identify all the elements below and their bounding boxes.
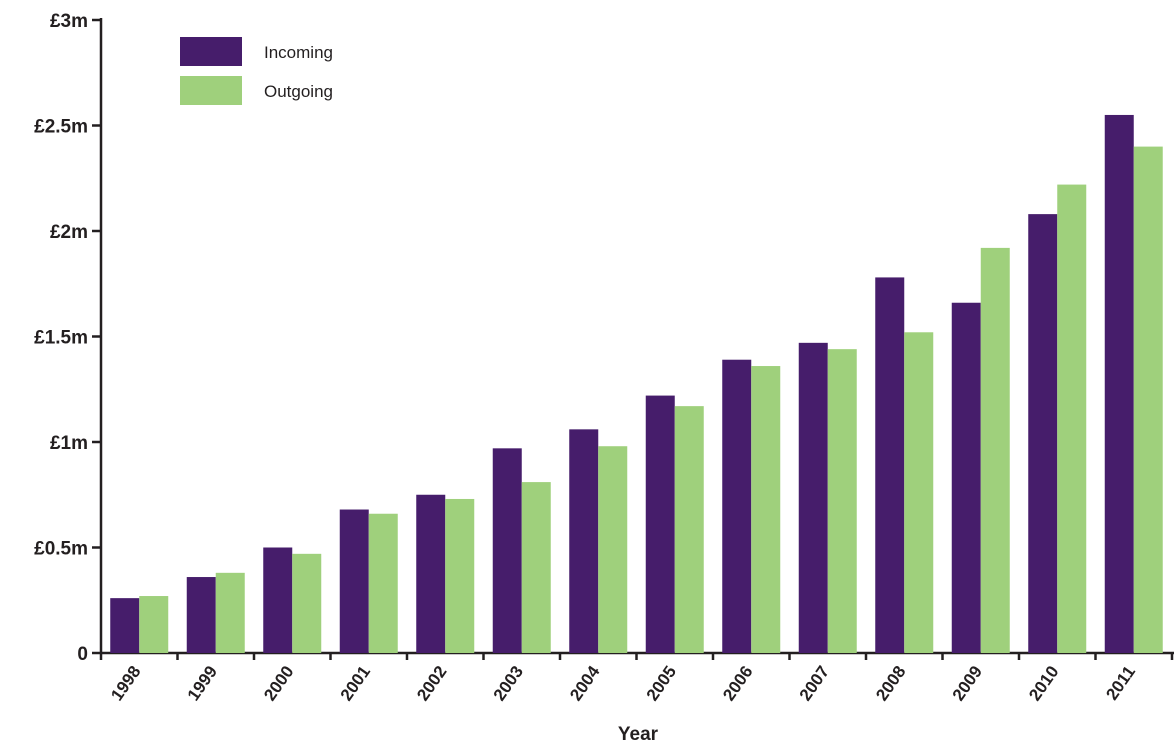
y-tick-label: £2.5m <box>34 117 88 138</box>
x-tick-label: 2009 <box>949 662 986 704</box>
y-tick-label: £2m <box>50 222 88 243</box>
bar-outgoing-2003 <box>521 482 551 653</box>
bar-outgoing-2002 <box>445 498 475 653</box>
bar-incoming-2001 <box>339 509 369 653</box>
bar-outgoing-1999 <box>215 572 245 653</box>
bar-outgoing-2010 <box>1057 184 1087 653</box>
y-tick-label: 0 <box>77 644 88 665</box>
x-tick-label: 2000 <box>260 662 297 704</box>
x-tick-label: 2001 <box>337 662 374 704</box>
bar-outgoing-1998 <box>139 596 169 653</box>
x-tick-label: 1999 <box>184 662 221 704</box>
bar-incoming-2010 <box>1028 214 1058 653</box>
x-tick-label: 2011 <box>1102 662 1139 703</box>
y-tick-label: £1m <box>50 433 88 454</box>
bar-incoming-1999 <box>186 577 216 653</box>
y-tick-label: £1.5m <box>34 328 88 349</box>
bar-outgoing-2006 <box>751 366 781 653</box>
legend-swatch-outgoing <box>180 76 242 105</box>
bar-incoming-2008 <box>875 277 905 653</box>
bar-outgoing-2009 <box>980 247 1010 653</box>
bar-incoming-2004 <box>569 429 599 653</box>
bar-incoming-2002 <box>416 494 446 653</box>
bar-incoming-2005 <box>645 395 675 653</box>
bar-outgoing-2001 <box>368 513 398 653</box>
bar-incoming-2006 <box>722 359 752 653</box>
bar-incoming-2007 <box>798 342 828 653</box>
x-tick-label: 2003 <box>490 662 527 704</box>
legend-label-outgoing: Outgoing <box>264 82 333 101</box>
bar-outgoing-2005 <box>674 406 704 653</box>
bar-outgoing-2008 <box>904 332 934 653</box>
y-tick-label: £0.5m <box>34 539 88 560</box>
legend: Incoming Outgoing <box>180 37 333 105</box>
x-tick-label: 2006 <box>719 662 756 704</box>
legend-label-incoming: Incoming <box>264 43 333 62</box>
x-tick-label: 2005 <box>643 662 680 704</box>
legend-swatch-incoming <box>180 37 242 66</box>
x-axis: 1998 1999 2000 2001 2002 2003 2004 2005 2006 2007… <box>99 651 1174 704</box>
y-tick-label: £3m <box>50 11 88 32</box>
bar-outgoing-2000 <box>292 553 322 653</box>
x-tick-label: 1998 <box>107 662 144 704</box>
x-tick-label: 2002 <box>413 662 450 704</box>
bars <box>110 114 1163 653</box>
bar-incoming-2000 <box>263 547 293 653</box>
x-axis-title: Year <box>618 724 659 745</box>
x-tick-label: 2008 <box>872 662 909 704</box>
bar-incoming-2003 <box>492 448 522 653</box>
bar-outgoing-2007 <box>827 349 857 653</box>
x-tick-label: 2004 <box>566 662 604 704</box>
bar-outgoing-2004 <box>598 446 628 653</box>
bar-outgoing-2011 <box>1133 146 1163 653</box>
bar-incoming-1998 <box>110 598 140 653</box>
x-tick-label: 2007 <box>796 662 833 704</box>
x-tick-label: 2010 <box>1025 662 1062 704</box>
bar-incoming-2011 <box>1104 114 1134 653</box>
y-axis: 0 £0.5m £1m £1.5m £2m £2.5m £3m <box>34 11 103 665</box>
bar-incoming-2009 <box>951 302 981 653</box>
